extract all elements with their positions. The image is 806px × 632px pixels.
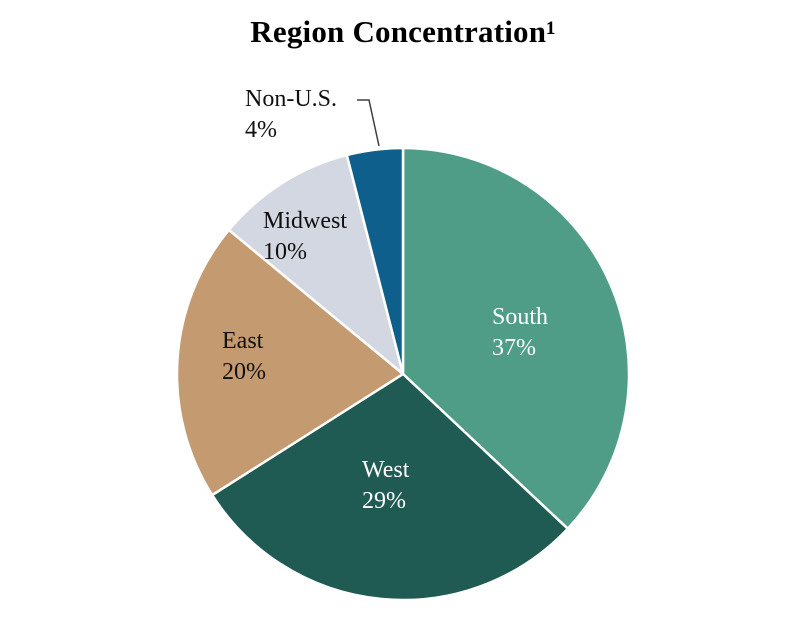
label-south-name: South — [492, 304, 549, 330]
label-midwest-name: Midwest — [263, 208, 347, 234]
label-non-us-name: Non-U.S. — [245, 86, 338, 112]
label-west-name: West — [362, 457, 410, 483]
label-midwest: Midwest 10% — [263, 206, 347, 268]
label-east-name: East — [222, 328, 264, 354]
non-us-leader-line — [357, 99, 380, 147]
label-west-value: 29% — [362, 488, 406, 515]
pie-slice-east — [175, 228, 405, 497]
pie-slice-midwest — [227, 153, 405, 376]
label-south: South 37% — [492, 302, 548, 364]
label-south-value: 37% — [492, 335, 536, 362]
label-east: East 20% — [222, 326, 266, 388]
label-midwest-value: 10% — [263, 239, 307, 266]
pie-slice-south — [401, 146, 631, 530]
label-non-us-value: 4% — [245, 117, 277, 144]
label-east-value: 20% — [222, 359, 266, 386]
label-non-us: Non-U.S. 4% — [245, 84, 337, 146]
chart-title: Region Concentration¹ — [250, 14, 556, 49]
pie-slice-non-u-s — [345, 146, 405, 376]
pie-slices — [175, 146, 631, 602]
pie-slice-west — [210, 372, 569, 602]
label-west: West 29% — [362, 455, 409, 517]
